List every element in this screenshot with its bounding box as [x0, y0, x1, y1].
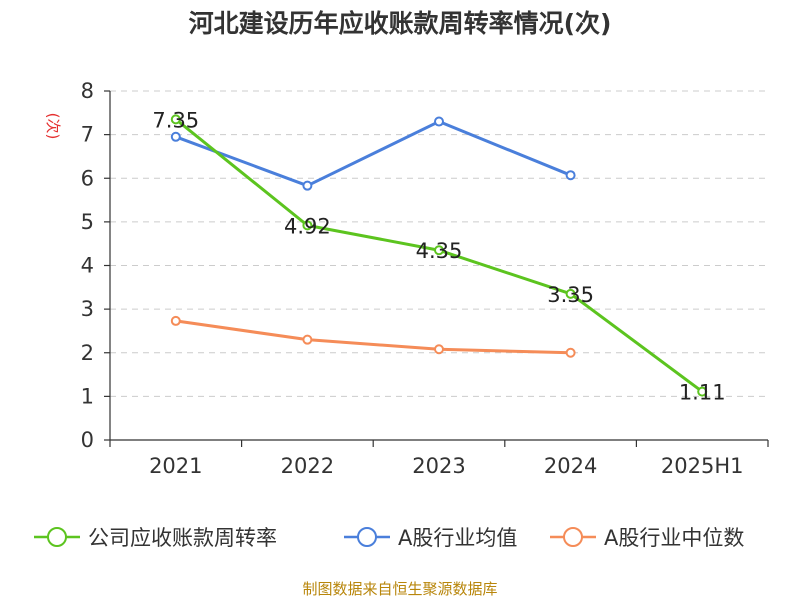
data-point — [170, 114, 181, 125]
series-line-industry-average — [175, 120, 572, 188]
data-point — [302, 220, 313, 231]
x-tick-label: 2021 — [149, 454, 202, 478]
data-point — [565, 347, 576, 358]
data-label: 4.92 — [284, 214, 331, 238]
y-tick-label: 0 — [81, 428, 94, 452]
y-axis-unit-label: (次) — [44, 113, 62, 140]
data-label: 3.35 — [547, 283, 594, 307]
data-point — [434, 116, 444, 127]
y-tick-label: 4 — [81, 254, 94, 278]
legend-line-icon — [344, 527, 390, 547]
y-tick-label: 3 — [81, 297, 94, 321]
chart-legend: 公司应收账款周转率 A股行业均值 A股行业中位数 — [0, 517, 800, 557]
data-point — [565, 170, 576, 181]
data-point — [434, 344, 444, 355]
data-point — [170, 131, 181, 142]
data-point — [434, 245, 444, 256]
series-line-industry-median — [175, 319, 571, 355]
x-tick-label: 2023 — [412, 454, 465, 478]
legend-label: A股行业中位数 — [604, 526, 745, 550]
chart-title: 河北建设历年应收账款周转率情况(次) — [188, 9, 612, 38]
legend-label: A股行业均值 — [398, 526, 518, 550]
legend-item-receivable-turnover[interactable]: 公司应收账款周转率 — [32, 517, 277, 557]
data-label: 4.35 — [416, 239, 463, 263]
y-tick-label: 1 — [81, 384, 94, 408]
legend-label: 公司应收账款周转率 — [88, 526, 277, 550]
legend-item-industry-average[interactable]: A股行业均值 — [342, 517, 517, 557]
x-tick-label: 2022 — [281, 454, 334, 478]
legend-line-icon — [550, 527, 596, 547]
legend-line-icon — [34, 527, 80, 547]
y-tick-label: 2 — [81, 341, 94, 365]
data-label: 1.11 — [679, 381, 726, 405]
data-point — [697, 386, 708, 397]
y-tick-label: 6 — [81, 166, 94, 190]
x-tick-label: 2025H1 — [661, 454, 744, 478]
data-point — [170, 315, 181, 326]
y-tick-label: 7 — [81, 123, 94, 147]
data-source-note: 制图数据来自恒生聚源数据库 — [302, 580, 498, 598]
data-point — [302, 334, 313, 345]
y-tick-label: 8 — [81, 79, 94, 103]
legend-item-industry-median[interactable]: A股行业中位数 — [548, 517, 744, 557]
x-tick-label: 2024 — [544, 454, 597, 478]
y-tick-label: 5 — [81, 210, 94, 234]
data-point — [302, 180, 313, 191]
data-point — [565, 288, 576, 299]
data-label: 7.35 — [152, 108, 199, 132]
